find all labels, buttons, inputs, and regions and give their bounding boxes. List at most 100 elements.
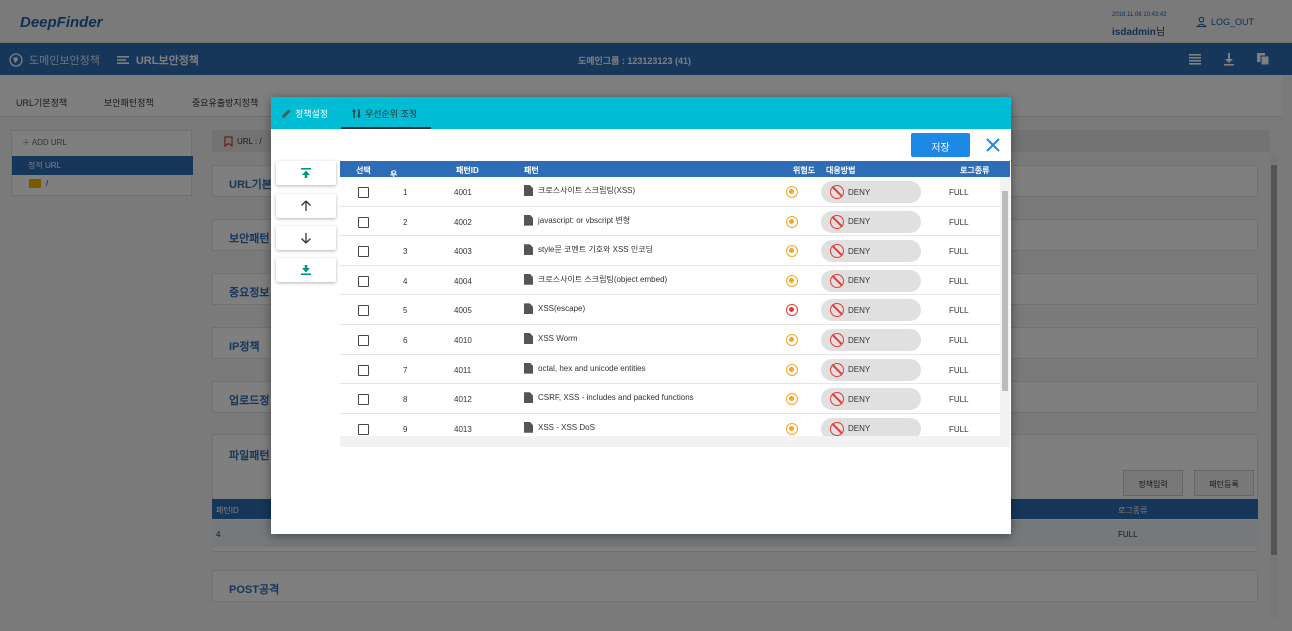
risk-indicator xyxy=(786,274,798,287)
tab-priority-adjust[interactable]: 우선순위 조정 xyxy=(351,107,417,120)
deny-icon xyxy=(830,273,844,288)
risk-indicator xyxy=(786,334,798,346)
pattern-name: javascript: or vbscript 변형 xyxy=(538,215,631,225)
cell-pattern: XSS - XSS DoS xyxy=(524,421,595,433)
grid-vertical-scrollbar[interactable] xyxy=(1000,177,1010,436)
cell-priority: 7 xyxy=(403,365,408,375)
grid-row[interactable]: 3 4003 style문 코멘트 기호와 XSS 인코딩 DENY FULL xyxy=(340,236,1000,266)
pencil-icon xyxy=(282,109,291,118)
file-icon xyxy=(524,244,533,256)
risk-dot xyxy=(789,218,794,224)
move-up-button[interactable] xyxy=(276,194,336,218)
action-label: DENY xyxy=(848,305,871,315)
row-checkbox[interactable] xyxy=(358,246,369,258)
header-pattern: 패턴 xyxy=(524,166,539,175)
risk-dot xyxy=(789,248,794,254)
pattern-name: 크로스사이트 스크립팅(object embed) xyxy=(538,274,668,284)
grid-row[interactable]: 1 4001 크로스사이트 스크립팅(XSS) DENY FULL xyxy=(340,177,1000,207)
grid-row[interactable]: 6 4010 XSS Worm DENY FULL xyxy=(340,325,1000,355)
priority-grid: 선택 우선순위 ↑ 패턴ID 패턴 위험도 대응방법 로그종류 1 4001 크로스사… xyxy=(340,161,1010,451)
row-checkbox[interactable] xyxy=(358,187,369,198)
action-toggle[interactable]: DENY xyxy=(821,210,921,233)
cell-pattern-id: 4004 xyxy=(454,276,472,286)
grid-row[interactable]: 7 4011 octal, hex and unicode entities DENY… xyxy=(340,355,1000,385)
cell-pattern-id: 4013 xyxy=(454,424,472,434)
action-label: DENY xyxy=(848,394,871,404)
header-action: 대응방법 xyxy=(826,166,856,175)
cell-log-type: FULL xyxy=(949,188,969,197)
action-toggle[interactable]: DENY xyxy=(821,299,921,322)
row-checkbox[interactable] xyxy=(358,394,369,406)
sort-icon xyxy=(352,109,361,118)
pattern-name: CSRF, XSS - includes and packed function… xyxy=(538,393,694,403)
action-toggle[interactable]: DENY xyxy=(821,388,921,411)
risk-indicator xyxy=(786,304,798,317)
file-icon xyxy=(524,214,533,226)
grid-row[interactable]: 9 4013 XSS - XSS DoS DENY FULL xyxy=(340,414,1000,436)
cell-log-type: FULL xyxy=(949,276,969,286)
action-toggle[interactable]: DENY xyxy=(821,269,921,292)
risk-dot xyxy=(789,277,794,283)
grid-row[interactable]: 4 4004 크로스사이트 스크립팅(object embed) DENY FULL xyxy=(340,266,1000,296)
cell-log-type: FULL xyxy=(949,395,969,405)
header-select: 선택 xyxy=(356,166,371,175)
modal-tabs: 정책설정 우선순위 조정 xyxy=(271,97,1011,129)
action-toggle[interactable]: DENY xyxy=(821,181,921,203)
risk-dot xyxy=(789,425,794,431)
move-bottom-icon xyxy=(301,265,311,275)
cell-priority: 5 xyxy=(403,306,408,316)
deny-icon xyxy=(830,185,844,199)
move-down-button[interactable] xyxy=(276,226,336,250)
grid-row[interactable]: 8 4012 CSRF, XSS - includes and packed fun… xyxy=(340,384,1000,414)
cell-log-type: FULL xyxy=(949,365,969,375)
action-toggle[interactable]: DENY xyxy=(821,240,921,263)
action-label: DENY xyxy=(848,335,871,345)
grid-row[interactable]: 5 4005 XSS(escape) DENY FULL xyxy=(340,295,1000,325)
grid-header: 선택 우선순위 ↑ 패턴ID 패턴 위험도 대응방법 로그종류 xyxy=(340,161,1010,212)
file-icon xyxy=(524,273,533,285)
tab-policy-settings[interactable]: 정책설정 xyxy=(281,107,328,120)
arrow-up-icon xyxy=(301,200,311,211)
risk-indicator xyxy=(786,186,798,198)
cell-priority: 3 xyxy=(403,247,408,257)
cell-priority: 9 xyxy=(403,424,408,434)
row-checkbox[interactable] xyxy=(358,364,369,376)
risk-dot xyxy=(789,366,794,372)
cell-priority: 2 xyxy=(403,217,408,227)
risk-dot xyxy=(789,189,794,194)
action-toggle[interactable]: DENY xyxy=(821,358,921,381)
pattern-name: style문 코멘트 기호와 XSS 인코딩 xyxy=(538,245,653,255)
cell-pattern-id: 4002 xyxy=(454,217,472,227)
move-top-button[interactable] xyxy=(276,161,336,185)
risk-indicator xyxy=(786,393,798,406)
save-button[interactable]: 저장 xyxy=(911,133,970,157)
cell-pattern: style문 코멘트 기호와 XSS 인코딩 xyxy=(524,244,653,256)
deny-icon xyxy=(830,362,844,377)
cell-pattern-id: 4001 xyxy=(454,188,472,197)
risk-indicator xyxy=(786,363,798,376)
risk-indicator xyxy=(786,215,798,228)
file-icon xyxy=(524,362,533,374)
file-icon xyxy=(524,421,533,433)
action-toggle[interactable]: DENY xyxy=(821,417,921,436)
action-label: DENY xyxy=(848,187,871,197)
header-priority-label: 우선순위 xyxy=(390,170,398,212)
grid-scrollbar-thumb[interactable] xyxy=(1002,191,1008,391)
grid-horizontal-scrollbar[interactable] xyxy=(340,436,1010,447)
action-toggle[interactable]: DENY xyxy=(821,329,921,351)
move-bottom-button[interactable] xyxy=(276,258,336,282)
row-checkbox[interactable] xyxy=(358,275,369,287)
row-checkbox[interactable] xyxy=(358,305,369,317)
tab-label: 우선순위 조정 xyxy=(365,109,418,119)
deny-icon xyxy=(830,421,844,436)
grid-row[interactable]: 2 4002 javascript: or vbscript 변형 DENY FULL xyxy=(340,207,1000,237)
row-checkbox[interactable] xyxy=(358,423,369,435)
row-checkbox[interactable] xyxy=(358,216,369,228)
action-label: DENY xyxy=(848,276,871,286)
pattern-name: XSS(escape) xyxy=(538,304,586,314)
cell-pattern-id: 4005 xyxy=(454,306,472,316)
close-icon[interactable] xyxy=(982,134,1004,156)
risk-dot xyxy=(789,396,794,402)
cell-pattern: 크로스사이트 스크립팅(object embed) xyxy=(524,273,668,285)
row-checkbox[interactable] xyxy=(358,335,369,346)
